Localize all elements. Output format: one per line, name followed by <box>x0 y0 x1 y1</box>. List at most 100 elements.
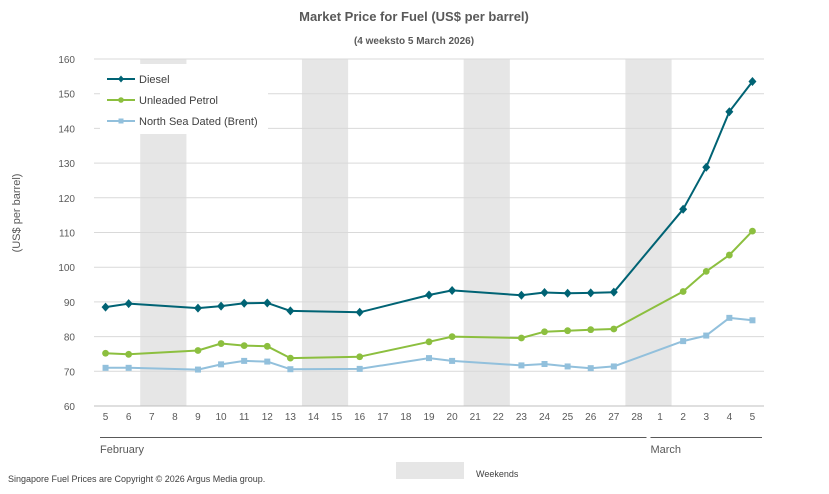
x-tick-label-5: 9 <box>195 412 201 423</box>
x-tick-label-4: 8 <box>172 412 178 423</box>
series-3-point-29 <box>749 317 756 324</box>
series-1-point-6 <box>217 301 226 311</box>
series-2-point-29 <box>749 227 756 235</box>
x-tick-label-2: 6 <box>126 412 132 423</box>
y-tick-label-120: 120 <box>58 194 75 205</box>
x-tick-label-3: 7 <box>149 412 155 423</box>
x-tick-label-21: 25 <box>562 412 574 423</box>
series-1-point-26 <box>679 204 688 214</box>
series-3-point-19 <box>518 362 525 369</box>
x-tick-label-13: 17 <box>377 412 389 423</box>
x-tick-label-29: 5 <box>750 412 756 423</box>
x-tick-label-8: 12 <box>262 412 274 423</box>
series-2-point-7 <box>240 342 248 350</box>
legend-marker-3 <box>118 118 124 124</box>
series-3-point-28 <box>726 314 733 321</box>
legend-label-2: Unleaded Petrol <box>139 95 218 107</box>
month-label-february: February <box>100 444 145 456</box>
series <box>101 77 757 373</box>
series-3-point-8 <box>264 358 271 365</box>
series-2-point-9 <box>286 354 294 362</box>
series-3-point-27 <box>703 332 710 339</box>
series-1-point-20 <box>540 288 549 298</box>
series-2-point-12 <box>356 353 364 361</box>
series-3-point-6 <box>218 361 225 368</box>
x-tick-label-18: 22 <box>493 412 505 423</box>
y-tick-label-150: 150 <box>58 90 75 101</box>
x-tick-label-6: 10 <box>216 412 228 423</box>
series-1-point-22 <box>586 288 595 298</box>
series-3-point-22 <box>587 365 594 372</box>
series-2-point-16 <box>448 333 456 340</box>
x-tick-label-19: 23 <box>516 412 528 423</box>
x-tick-label-12: 16 <box>354 412 366 423</box>
series-2-point-1 <box>102 349 109 357</box>
series-1-point-21 <box>563 288 572 298</box>
series-1-point-16 <box>448 285 457 295</box>
series-2-point-2 <box>125 350 133 358</box>
series-2-point-8 <box>263 342 271 350</box>
series-2-point-26 <box>679 288 687 295</box>
y-tick-label-90: 90 <box>64 298 76 309</box>
chart-title: Market Price for Fuel (US$ per barrel) <box>299 9 529 24</box>
x-tick-label-9: 13 <box>285 412 297 423</box>
series-2-point-21 <box>564 327 572 335</box>
gridlines <box>94 58 764 407</box>
x-tick-label-20: 24 <box>539 412 551 423</box>
series-1-point-1 <box>101 302 110 312</box>
series-2-point-23 <box>610 325 618 333</box>
series-3-point-20 <box>541 361 548 368</box>
series-1-point-28 <box>725 107 734 117</box>
series-1-point-12 <box>355 307 364 317</box>
series-2-point-27 <box>702 267 710 275</box>
series-3-point-23 <box>610 363 617 370</box>
series-1-point-29 <box>748 77 757 87</box>
footer: Singapore Fuel Prices are Copyright © 20… <box>8 462 519 484</box>
x-tick-label-14: 18 <box>400 412 412 423</box>
series-3-point-9 <box>287 366 294 373</box>
y-tick-label-130: 130 <box>58 159 75 170</box>
series-2-point-19 <box>518 334 525 342</box>
x-tick-label-15: 19 <box>423 412 435 423</box>
series-3-point-21 <box>564 363 571 370</box>
legend: Diesel Unleaded Petrol North Sea Dated (Br… <box>100 64 268 134</box>
x-tick-label-24: 28 <box>631 412 643 423</box>
series-2-point-15 <box>425 338 433 346</box>
weekend-legend-label: Weekends <box>476 469 519 479</box>
series-2-point-5 <box>194 347 202 354</box>
series-1-point-9 <box>286 306 295 316</box>
x-tick-label-1: 5 <box>103 412 109 423</box>
chart-subtitle: (4 weeksto 5 March 2026) <box>354 36 474 47</box>
y-tick-label-70: 70 <box>64 367 76 378</box>
series-3-point-2 <box>125 364 132 371</box>
y-tick-label-80: 80 <box>64 333 76 344</box>
series-3-point-15 <box>426 355 432 362</box>
y-axis-label: (US$ per barrel) <box>11 174 23 253</box>
x-tick-label-22: 26 <box>585 412 597 423</box>
series-3-point-5 <box>194 366 201 373</box>
series-3-point-26 <box>680 338 687 345</box>
series-2-point-28 <box>725 251 733 259</box>
y-tick-label-160: 160 <box>58 55 75 66</box>
x-tick-label-27: 3 <box>703 412 709 423</box>
x-tick-label-10: 14 <box>308 412 320 423</box>
y-tick-label-60: 60 <box>64 402 76 413</box>
x-tick-label-23: 27 <box>608 412 620 423</box>
series-3-point-12 <box>356 365 363 372</box>
series-1-point-5 <box>193 303 202 313</box>
x-tick-label-26: 2 <box>680 412 686 423</box>
series-2-point-6 <box>217 340 225 347</box>
series-2-point-22 <box>587 326 595 334</box>
series-1-point-15 <box>425 290 433 300</box>
series-3-point-1 <box>102 364 109 371</box>
series-3-point-7 <box>241 357 248 364</box>
legend-label-1: Diesel <box>139 74 170 86</box>
series-1-point-27 <box>702 162 711 172</box>
series-3-point-16 <box>449 357 456 364</box>
copyright-footer: Singapore Fuel Prices are Copyright © 20… <box>8 474 265 484</box>
x-tick-label-16: 20 <box>447 412 459 423</box>
series-1-point-8 <box>263 298 272 308</box>
weekend-legend-swatch <box>396 462 464 479</box>
